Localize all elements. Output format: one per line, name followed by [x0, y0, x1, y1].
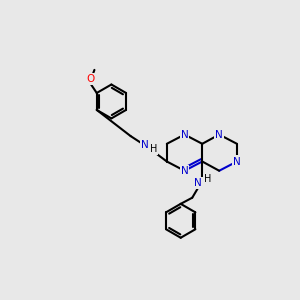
Text: N: N	[233, 157, 241, 166]
Text: H: H	[204, 174, 211, 184]
Text: N: N	[141, 140, 148, 150]
Text: N: N	[215, 130, 223, 140]
Text: O: O	[86, 74, 95, 84]
Text: H: H	[150, 144, 158, 154]
Text: N: N	[181, 166, 188, 176]
Text: N: N	[181, 130, 188, 140]
Text: N: N	[194, 178, 202, 188]
